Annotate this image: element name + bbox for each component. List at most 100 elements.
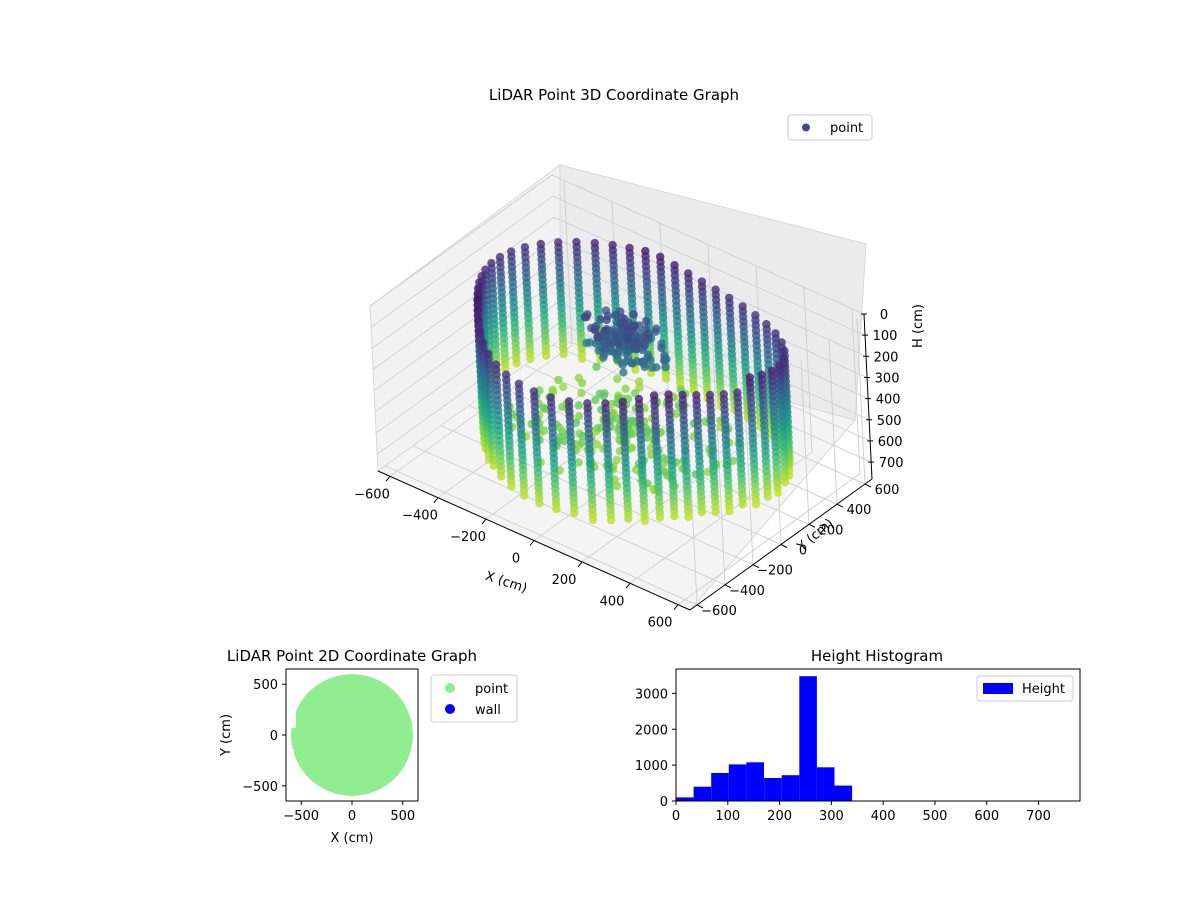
x-tick-label-histogram: 300 [819, 809, 844, 824]
point-3d [624, 514, 633, 523]
point-3d [600, 345, 610, 354]
point-3d [489, 461, 498, 470]
point-3d [526, 354, 535, 364]
point-3d [577, 388, 586, 398]
axes-histogram: 0 100 200 300 400 500 600 700 0 1000 2000 3000 [635, 687, 1051, 824]
point-3d [697, 507, 707, 517]
y-tick-label-2d: 500 [253, 678, 278, 693]
plot-frame-histogram [675, 668, 1081, 802]
point-3d [655, 513, 665, 522]
z-tick-label-3d: 400 [876, 393, 901, 408]
chart-2d-title: LiDAR Point 2D Coordinate Graph [227, 647, 477, 665]
point-3d [671, 409, 680, 418]
point-3d [507, 482, 516, 491]
point-3d [751, 500, 761, 509]
histogram-bar [693, 786, 712, 801]
point-3d [559, 349, 568, 359]
point-3d [599, 391, 608, 400]
grid-line-x [677, 308, 861, 606]
y-tick-label-2d: 0 [270, 729, 278, 744]
axes-2d: −500 −500 0 0 500 500 [242, 678, 415, 824]
x-tick-label-histogram: 700 [1026, 809, 1051, 824]
y-tick-label-3d: 600 [875, 483, 900, 498]
legend-3d-marker [802, 123, 810, 132]
point-3d [738, 500, 747, 509]
point-3d [577, 354, 587, 363]
x-tick-label-histogram: 200 [767, 809, 792, 824]
scatter-2d-plot [286, 674, 413, 796]
x-tick-label-histogram: 100 [715, 809, 740, 824]
y-tick-label-histogram: 3000 [635, 687, 668, 702]
point-3d [773, 488, 782, 497]
z-tick-label-3d: 500 [877, 414, 902, 429]
point-3d [780, 478, 790, 487]
point-3d [535, 499, 544, 508]
point-3d [552, 504, 561, 514]
grid-line-z [371, 216, 867, 357]
legend-histogram-swatch [983, 683, 1013, 694]
point-3d [628, 359, 637, 368]
x-tick-label-2d: 500 [390, 809, 415, 824]
y-tick-label-histogram: 0 [660, 795, 668, 810]
point-3d [611, 332, 620, 341]
z-axis-line-3d [863, 313, 873, 480]
histogram-bar [799, 676, 817, 801]
y-axis-label-2d: Y (cm) [219, 714, 234, 757]
point-3d [577, 378, 587, 388]
point-3d [640, 516, 649, 526]
y-tick-label-3d: −600 [701, 604, 737, 619]
point-3d [612, 355, 622, 364]
histogram-bar [781, 775, 800, 801]
legend-3d-label: point [830, 121, 863, 136]
y-tick-3d [696, 604, 704, 609]
point-3d [684, 512, 693, 521]
y-tick-label-2d: −500 [242, 780, 278, 795]
chart-3d: LiDAR Point 3D Coordinate Graph −600 −400… [354, 86, 926, 631]
point-3d [635, 377, 644, 386]
point-3d [606, 515, 616, 525]
y-tick-label-histogram: 2000 [635, 723, 668, 738]
histogram-bar [834, 785, 853, 801]
histogram-bar [676, 797, 694, 801]
point-3d [591, 339, 601, 348]
grid-line-z [369, 174, 865, 315]
point-3d [548, 385, 557, 395]
x-tick-3d [385, 476, 391, 482]
point-3d [660, 356, 669, 365]
y-tick-label-3d: 200 [819, 523, 844, 538]
point-3d [612, 481, 622, 491]
point-3d [631, 344, 640, 353]
point-3d [577, 438, 586, 447]
point-3d [602, 315, 611, 325]
point-3d [624, 333, 633, 343]
y-tick-3d [808, 523, 816, 528]
point-cloud [473, 237, 795, 526]
legend-2d-point-marker [445, 683, 455, 693]
x-tick-label-2d: −500 [283, 809, 319, 824]
y-tick-3d [780, 544, 788, 548]
point-3d [497, 472, 506, 481]
x-tick-label-3d: 200 [552, 573, 577, 588]
point-3d [574, 401, 583, 410]
z-tick-label-3d: 200 [874, 350, 899, 365]
x-tick-3d [433, 497, 439, 504]
histogram-bar [816, 767, 835, 801]
scatter-2d-gap [286, 705, 296, 728]
x-tick-3d [673, 604, 679, 610]
z-tick-label-3d: 0 [880, 308, 888, 323]
point-3d [628, 325, 638, 334]
histogram-bars [676, 676, 853, 801]
x-tick-3d [529, 540, 535, 546]
chart-histogram: Height Histogram 0 100 200 300 400 500 600 7000… [635, 647, 1081, 824]
legend-histogram-label: Height [1022, 682, 1065, 697]
legend-2d-wall-label: wall [475, 703, 501, 718]
point-3d [574, 412, 584, 421]
y-tick-label-3d: 400 [847, 503, 872, 518]
x-tick-3d [625, 582, 631, 589]
x-tick-label-3d: 400 [600, 594, 625, 609]
x-tick-3d [577, 561, 583, 568]
point-3d [642, 316, 651, 326]
point-3d [558, 402, 567, 411]
x-tick-label-3d: 0 [512, 552, 520, 567]
point-3d [711, 507, 720, 517]
